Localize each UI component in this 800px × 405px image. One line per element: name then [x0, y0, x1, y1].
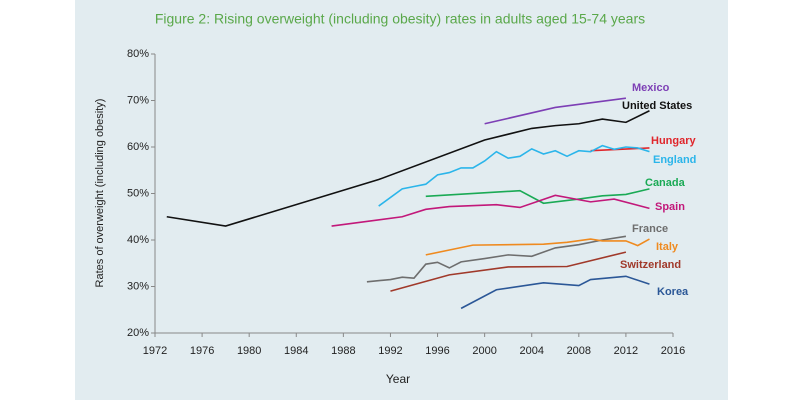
x-tick-label: 2000 — [472, 345, 496, 357]
series-line — [331, 194, 650, 227]
series-label: Hungary — [651, 135, 697, 147]
series-line — [460, 275, 650, 310]
x-tick-label: 1972 — [143, 345, 167, 357]
series-label: England — [653, 154, 696, 166]
x-tick-label: 2016 — [661, 345, 685, 357]
series-label: Korea — [657, 286, 689, 298]
x-tick-label: 1992 — [378, 345, 402, 357]
y-tick-label: 40% — [127, 234, 149, 246]
series-line — [484, 97, 627, 125]
x-tick-label: 1976 — [190, 345, 214, 357]
series-label: Canada — [645, 177, 686, 189]
y-tick-label: 80% — [127, 48, 149, 60]
x-axis-label: Year — [386, 372, 410, 386]
series-label: Switzerland — [620, 259, 681, 271]
y-tick-label: 70% — [127, 94, 149, 106]
series-line — [166, 110, 650, 227]
x-tick-label: 1996 — [425, 345, 449, 357]
series-label: United States — [622, 100, 692, 112]
panel-background — [75, 0, 728, 400]
chart-title: Figure 2: Rising overweight (including o… — [155, 11, 645, 27]
series-label: Italy — [656, 241, 679, 253]
x-tick-label: 1984 — [284, 345, 308, 357]
series-line — [366, 235, 627, 283]
series-line — [390, 251, 627, 292]
y-tick-label: 50% — [127, 187, 149, 199]
y-tick-label: 60% — [127, 141, 149, 153]
series-label: France — [632, 223, 668, 235]
series-line — [425, 238, 650, 256]
x-tick-label: 1980 — [237, 345, 261, 357]
series-label: Spain — [655, 201, 685, 213]
series-line — [378, 144, 650, 207]
y-tick-label: 20% — [127, 327, 149, 339]
x-tick-label: 1988 — [331, 345, 355, 357]
x-tick-label: 2012 — [614, 345, 638, 357]
y-axis-label: Rates of overweight (including obesity) — [94, 99, 106, 288]
x-tick-label: 2008 — [567, 345, 591, 357]
y-tick-label: 30% — [127, 280, 149, 292]
x-tick-label: 2004 — [519, 345, 543, 357]
series-label: Mexico — [632, 82, 670, 94]
